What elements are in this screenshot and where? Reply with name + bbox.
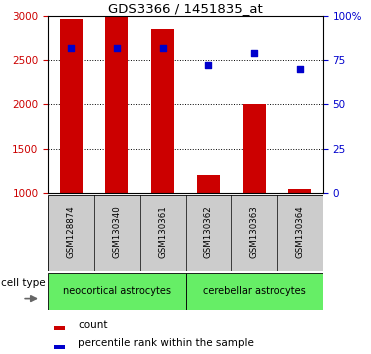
Title: GDS3366 / 1451835_at: GDS3366 / 1451835_at <box>108 2 263 15</box>
Text: neocortical astrocytes: neocortical astrocytes <box>63 286 171 296</box>
Bar <box>54 326 65 330</box>
Point <box>114 45 120 51</box>
Bar <box>54 345 65 349</box>
Text: count: count <box>78 320 108 330</box>
Bar <box>60 18 82 193</box>
Text: percentile rank within the sample: percentile rank within the sample <box>78 338 254 348</box>
Bar <box>186 273 323 310</box>
Text: cell type: cell type <box>1 278 46 288</box>
Point <box>68 45 74 51</box>
Point <box>297 66 303 72</box>
Bar <box>197 175 220 193</box>
Text: GSM130362: GSM130362 <box>204 205 213 258</box>
Point <box>251 50 257 56</box>
Point <box>160 45 165 51</box>
Text: GSM130363: GSM130363 <box>250 205 259 258</box>
Bar <box>243 104 266 193</box>
Text: GSM130340: GSM130340 <box>112 205 121 258</box>
Text: GSM130361: GSM130361 <box>158 205 167 258</box>
Point <box>206 63 211 68</box>
Bar <box>289 189 311 193</box>
Bar <box>151 29 174 193</box>
Bar <box>48 273 186 310</box>
Text: GSM130364: GSM130364 <box>295 205 304 258</box>
Text: GSM128874: GSM128874 <box>67 205 76 258</box>
Bar <box>105 17 128 193</box>
Text: cerebellar astrocytes: cerebellar astrocytes <box>203 286 305 296</box>
